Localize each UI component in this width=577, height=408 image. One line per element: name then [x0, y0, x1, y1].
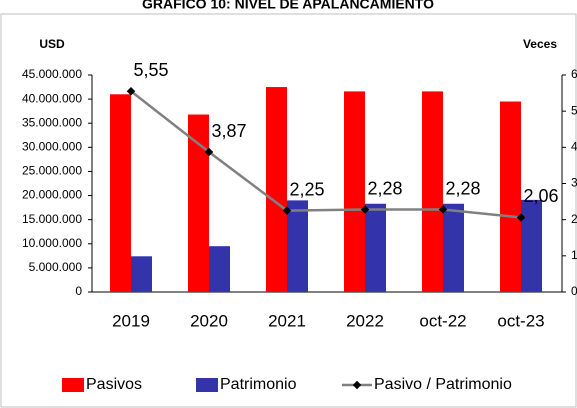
line-marker: [282, 206, 292, 215]
bar: [500, 101, 521, 293]
y2-tick-label: 6: [571, 67, 577, 81]
y-tick-label: 5.000.000: [29, 260, 83, 274]
x-tick-label: oct-22: [419, 311, 466, 330]
y-tick-label: 20.000.000: [22, 188, 82, 202]
bar: [209, 246, 230, 292]
data-label: 2,28: [367, 178, 402, 198]
legend-swatch: [196, 378, 218, 392]
data-label: 2,25: [289, 179, 324, 199]
line: [130, 90, 522, 219]
data-label: 2,06: [523, 186, 558, 206]
legend-label: Patrimonio: [220, 376, 297, 393]
y-axis-label: USD: [39, 37, 65, 51]
y2-tick-label: 0: [571, 284, 577, 298]
legend-marker: [352, 380, 362, 390]
x-tick-label: 2019: [112, 311, 150, 330]
legend-label: Pasivos: [86, 376, 142, 393]
bar: [188, 114, 209, 292]
y2-tick-label: 2: [571, 212, 577, 226]
line-marker: [438, 205, 448, 214]
y2-tick-label: 4: [571, 140, 577, 154]
y2-axis-label: Veces: [523, 37, 557, 51]
chart-title: GRÁFICO 10: NIVEL DE APALANCAMIENTO: [142, 0, 434, 12]
y-tick-label: 30.000.000: [22, 140, 82, 154]
y2-tick-label: 1: [571, 248, 577, 262]
data-label: 3,87: [211, 121, 246, 141]
y-tick-label: 45.000.000: [22, 67, 82, 81]
bar: [422, 91, 443, 292]
bar: [365, 203, 386, 292]
line-marker: [126, 87, 136, 96]
bar: [443, 203, 464, 292]
bar: [110, 94, 131, 293]
bar: [344, 91, 365, 292]
x-tick-label: 2022: [346, 311, 384, 330]
legend-swatch: [62, 378, 84, 392]
data-label: 2,28: [445, 178, 480, 198]
x-tick-label: 2021: [268, 311, 306, 330]
y2-tick-label: 3: [571, 176, 577, 190]
line-marker: [204, 147, 214, 157]
y-tick-label: 40.000.000: [22, 91, 82, 105]
chart-border: [0, 13, 577, 408]
data-label: 5,55: [133, 60, 168, 80]
y-tick-label: 0: [75, 284, 82, 298]
y-tick-label: 35.000.000: [22, 115, 82, 129]
y-tick-label: 15.000.000: [22, 212, 82, 226]
line-marker: [360, 205, 370, 214]
bar: [287, 200, 308, 292]
legend-label: Pasivo / Patrimonio: [374, 376, 512, 393]
y-tick-label: 10.000.000: [22, 236, 82, 250]
y2-tick-label: 5: [571, 103, 577, 117]
bar: [521, 199, 542, 292]
x-tick-label: oct-23: [497, 311, 544, 330]
y-tick-label: 25.000.000: [22, 164, 82, 178]
bar: [266, 87, 287, 292]
bar: [131, 256, 152, 292]
x-tick-label: 2020: [190, 311, 228, 330]
